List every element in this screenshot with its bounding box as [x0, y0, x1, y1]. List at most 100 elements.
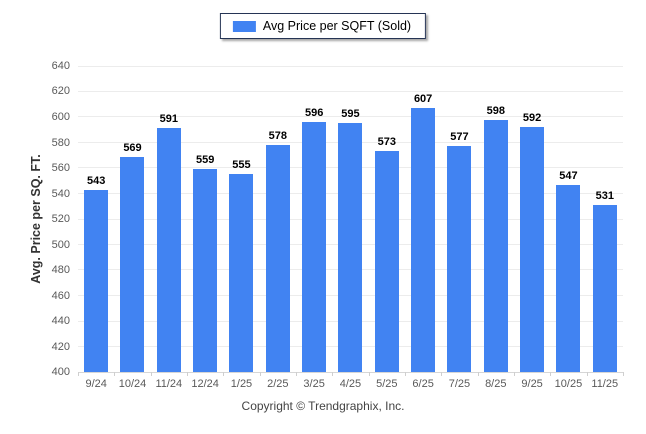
x-tick-label: 11/25: [591, 378, 619, 390]
gridline-400: [78, 371, 623, 373]
bar-slot-3/25: 596: [296, 66, 332, 372]
bar-slot-12/24: 559: [187, 66, 223, 372]
y-tick-label: 440: [51, 315, 70, 327]
bar: [156, 128, 181, 372]
bar-slot-10/24: 569: [114, 66, 150, 372]
x-axis-tick: [623, 372, 624, 376]
bar-slot-9/24: 543: [78, 66, 114, 372]
bar-value-label: 595: [341, 108, 360, 121]
x-axis-tick: [78, 372, 79, 376]
y-tick-label: 480: [51, 263, 70, 276]
bar: [374, 151, 399, 372]
bar: [411, 108, 436, 372]
bar-value-label: 543: [86, 174, 106, 187]
bar: [520, 127, 545, 372]
bar-slot-5/25: 573: [369, 66, 405, 372]
x-axis-tick: [477, 372, 479, 376]
bar-value-label: 577: [450, 131, 469, 144]
gridline-600: [78, 116, 623, 118]
y-tick-label: 400: [51, 366, 70, 378]
bar-slot-7/25: 577: [441, 66, 477, 372]
legend: Avg Price per SQFT (Sold): [219, 13, 427, 39]
legend-swatch-icon: [232, 20, 256, 32]
bar: [483, 119, 508, 372]
x-tick-label: 10/24: [118, 378, 147, 390]
bar-value-label: 598: [486, 104, 505, 117]
bar-value-label: 596: [304, 107, 324, 120]
x-tick-label: 2/25: [267, 378, 289, 390]
x-tick-label: 4/25: [339, 378, 362, 390]
bar-slot-10/25: 547: [550, 66, 586, 372]
x-axis-tick: [259, 372, 261, 376]
bar-slot-8/25: 598: [478, 66, 514, 372]
y-axis-tick-labels: 640 620 600 580 560 540 520 500 480 460 440 420 400: [0, 60, 70, 378]
bar: [592, 204, 617, 372]
x-axis-tick-labels: 9/24 10/24 11/24 12/24 1/25 2/25 3/25 4/25 5/25 6…: [78, 378, 623, 390]
bar-slot-11/25: 531: [587, 66, 623, 372]
y-tick-label: 560: [51, 161, 70, 174]
bar-value-label: 531: [595, 189, 614, 202]
gridline-620: [78, 90, 623, 92]
x-axis-tick: [114, 372, 116, 376]
bar-slot-4/25: 595: [332, 66, 368, 372]
x-axis-tick: [405, 372, 406, 376]
plot-area: 543 569 591 559 555 578 596 595 573 607 577 598 592 5…: [78, 65, 624, 376]
x-tick-label: 3/25: [303, 378, 325, 390]
x-tick-label: 5/25: [376, 378, 398, 390]
y-tick-label: 620: [51, 85, 70, 98]
x-axis-tick: [223, 372, 225, 376]
copyright-footer: Copyright © Trendgraphix, Inc.: [241, 399, 405, 413]
x-axis-tick: [332, 372, 334, 376]
bar-value-label: 578: [268, 130, 287, 143]
bar-slot-9/25: 592: [514, 66, 550, 372]
bar: [84, 189, 109, 372]
x-tick-label: 6/25: [412, 378, 434, 390]
x-tick-label: 9/25: [521, 378, 543, 390]
gridline-640: [78, 65, 623, 67]
y-tick-label: 580: [51, 136, 70, 149]
bar-slot-1/25: 555: [223, 66, 259, 372]
bar-value-label: 555: [232, 159, 251, 172]
bar: [447, 146, 472, 372]
x-axis-tick: [296, 372, 297, 376]
y-tick-label: 600: [51, 110, 70, 123]
bar-slot-6/25: 607: [405, 66, 441, 372]
bar-series: 543 569 591 559 555 578 596 595 573 607 577 598 592 5…: [78, 66, 623, 372]
y-tick-label: 640: [51, 60, 70, 72]
x-axis-tick: [514, 372, 515, 376]
y-tick-label: 520: [51, 213, 70, 225]
bar-value-label: 547: [559, 169, 578, 182]
bar: [229, 174, 254, 372]
bar-value-label: 591: [159, 113, 178, 126]
bar: [556, 184, 581, 372]
bar-slot-11/24: 591: [151, 66, 187, 372]
x-tick-label: 11/24: [155, 378, 183, 390]
x-tick-label: 12/24: [191, 378, 219, 390]
x-axis-tick: [187, 372, 188, 376]
x-axis-tick: [586, 372, 588, 376]
bar-slot-2/25: 578: [260, 66, 296, 372]
bar-value-label: 569: [123, 141, 142, 154]
x-tick-label: 9/24: [85, 378, 107, 390]
x-axis-tick: [150, 372, 152, 376]
x-axis-tick: [441, 372, 443, 376]
bar-value-label: 573: [377, 136, 396, 149]
x-tick-label: 1/25: [230, 378, 253, 390]
bar: [193, 169, 218, 372]
y-tick-label: 540: [51, 187, 70, 200]
bar: [265, 145, 290, 372]
y-tick-label: 500: [51, 238, 70, 251]
x-axis-tick: [550, 372, 552, 376]
x-tick-label: 8/25: [485, 378, 507, 390]
bar: [120, 156, 145, 372]
legend-label: Avg Price per SQFT (Sold): [262, 19, 412, 33]
bar-value-label: 559: [195, 154, 215, 167]
bar: [338, 123, 363, 372]
bar-value-label: 607: [413, 93, 433, 106]
bar-value-label: 592: [522, 112, 542, 125]
y-tick-label: 460: [51, 289, 70, 302]
y-tick-label: 420: [51, 340, 70, 353]
x-axis-tick: [368, 372, 370, 376]
x-tick-label: 7/25: [448, 378, 471, 390]
